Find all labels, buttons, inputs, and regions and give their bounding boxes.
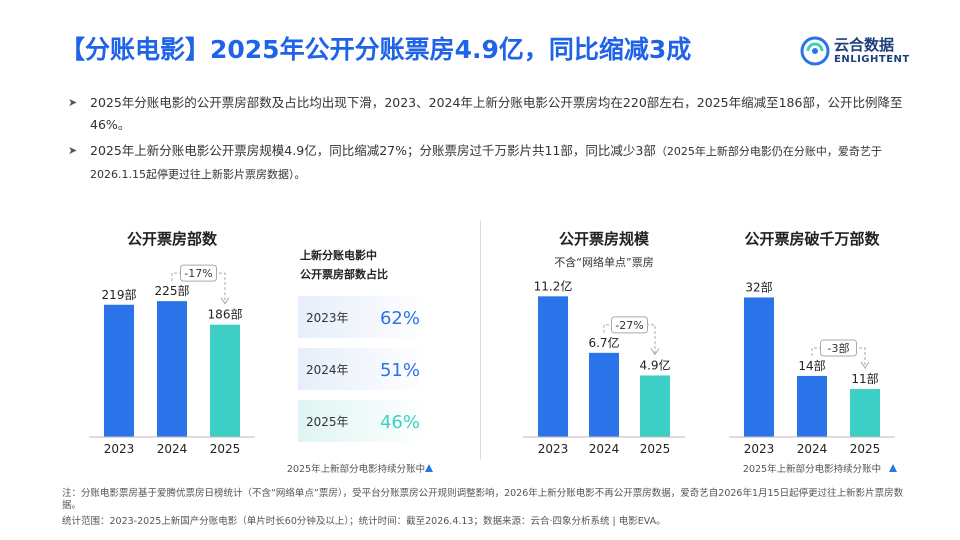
chart-subtitle: 不含“网络单点”票房 <box>554 255 653 269</box>
logo-mark-icon <box>800 36 830 66</box>
bar-label: 4.9亿 <box>639 357 670 372</box>
page-title: 【分账电影】2025年公开分账票房4.9亿，同比缩减3成 <box>60 35 692 64</box>
share-row-pct: 46% <box>380 412 420 433</box>
share-row-bg <box>298 296 430 338</box>
bar-label: 11部 <box>851 371 878 386</box>
up-arrow-icon <box>425 464 433 472</box>
bar-label: 219部 <box>102 287 137 302</box>
chart-1: 公开票房部数 219部 2023 225部 2024 186部 2025 -17% <box>89 230 255 456</box>
footer-note-2: 统计范围：2023-2025上新国产分账电影（单片时长60分钟及以上）；统计时间… <box>62 516 666 527</box>
section-divider <box>480 220 481 460</box>
change-badge <box>820 339 857 357</box>
change-bracket <box>811 347 866 368</box>
change-label: -27% <box>615 319 643 332</box>
up-arrow-icon <box>889 464 897 472</box>
tick-label: 2023 <box>744 442 775 456</box>
bullet-text: 2025年分账电影的公开票房部数及占比均出现下滑，2023、2024年上新分账电… <box>90 95 903 132</box>
bullet-item-1: ➤ 2025年分账电影的公开票房部数及占比均出现下滑，2023、2024年上新分… <box>68 92 928 136</box>
logo-en-text: ENLIGHTENT <box>834 54 910 65</box>
tick-label: 2025 <box>210 442 241 456</box>
bar-2025 <box>850 389 880 437</box>
bar-label: 225部 <box>155 283 190 298</box>
change-arrow-icon <box>650 348 660 356</box>
change-label: -17% <box>184 267 212 280</box>
chart-title: 公开票房部数 <box>127 230 218 248</box>
bullet-text: 2025年上新分账电影公开票房规模4.9亿，同比缩减27%；分账票房过千万影片共… <box>90 143 656 158</box>
tick-label: 2024 <box>157 442 188 456</box>
share-panel-title-2: 公开票房部数占比 <box>300 267 388 281</box>
bar-2023 <box>744 297 774 437</box>
brand-logo: 云合数据 ENLIGHTENT <box>800 34 920 70</box>
share-row-year: 2023年 <box>306 311 349 325</box>
share-row-pct: 51% <box>380 360 420 381</box>
bullet-arrow-icon: ➤ <box>68 96 78 109</box>
bar-label: 186部 <box>208 307 243 322</box>
change-badge <box>180 264 217 282</box>
bar-2025 <box>640 375 670 437</box>
bar-2025 <box>210 324 240 437</box>
footer-note-1: 注：分账电影票房基于爱腾优票房日榜统计（不含“网络单点”票房），受平台分账票房公… <box>62 488 904 511</box>
tick-label: 2024 <box>797 442 828 456</box>
change-badge <box>611 316 648 334</box>
bar-label: 6.7亿 <box>588 335 619 350</box>
bar-2024 <box>589 352 619 437</box>
bar-2024 <box>157 301 187 437</box>
bar-label: 11.2亿 <box>534 278 573 293</box>
change-bracket <box>171 272 226 303</box>
logo-cn-text: 云合数据 <box>834 36 895 54</box>
bar-2023 <box>104 304 134 437</box>
bullet-item-2: ➤ 2025年上新分账电影公开票房规模4.9亿，同比缩减27%；分账票房过千万影… <box>68 140 928 186</box>
chart-title: 公开票房破千万部数 <box>744 230 880 248</box>
tick-label: 2024 <box>589 442 620 456</box>
share-row-pct: 62% <box>380 308 420 329</box>
share-row-year: 2024年 <box>306 363 349 377</box>
footer-notes: 注：分账电影票房基于爱腾优票房日榜统计（不含“网络单点”票房），受平台分账票房公… <box>62 488 922 528</box>
change-label: -3部 <box>828 341 850 355</box>
bullet-list: ➤ 2025年分账电影的公开票房部数及占比均出现下滑，2023、2024年上新分… <box>68 92 928 190</box>
tick-label: 2025 <box>850 442 881 456</box>
bar-label: 14部 <box>798 358 825 373</box>
change-arrow-icon <box>860 361 870 369</box>
tick-label: 2023 <box>538 442 569 456</box>
bar-label: 32部 <box>745 279 772 294</box>
bar-2023 <box>538 296 568 437</box>
chart-title: 公开票房规模 <box>559 230 650 248</box>
tick-label: 2025 <box>640 442 671 456</box>
chart-3: 公开票房破千万部数 32部 2023 14部 2024 11部 2025 -3部 2025年上新… <box>729 230 897 475</box>
share-row-bg <box>298 400 430 442</box>
tick-label: 2023 <box>104 442 135 456</box>
share-panel-title-1: 上新分账电影中 <box>300 248 377 262</box>
bullet-arrow-icon: ➤ <box>68 144 78 157</box>
share-footnote: 2025年上新部分电影持续分账中 <box>287 463 425 475</box>
bar-2024 <box>797 375 827 437</box>
share-row-bg <box>298 348 430 390</box>
change-arrow-icon <box>220 297 230 305</box>
chart-footnote: 2025年上新部分电影持续分账中 <box>743 463 881 475</box>
bullet-note: （2025年上新部分电影仍在分账中，爱奇艺于2026.1.15起停更过往上新影片… <box>90 145 882 181</box>
share-row-year: 2025年 <box>306 415 349 429</box>
